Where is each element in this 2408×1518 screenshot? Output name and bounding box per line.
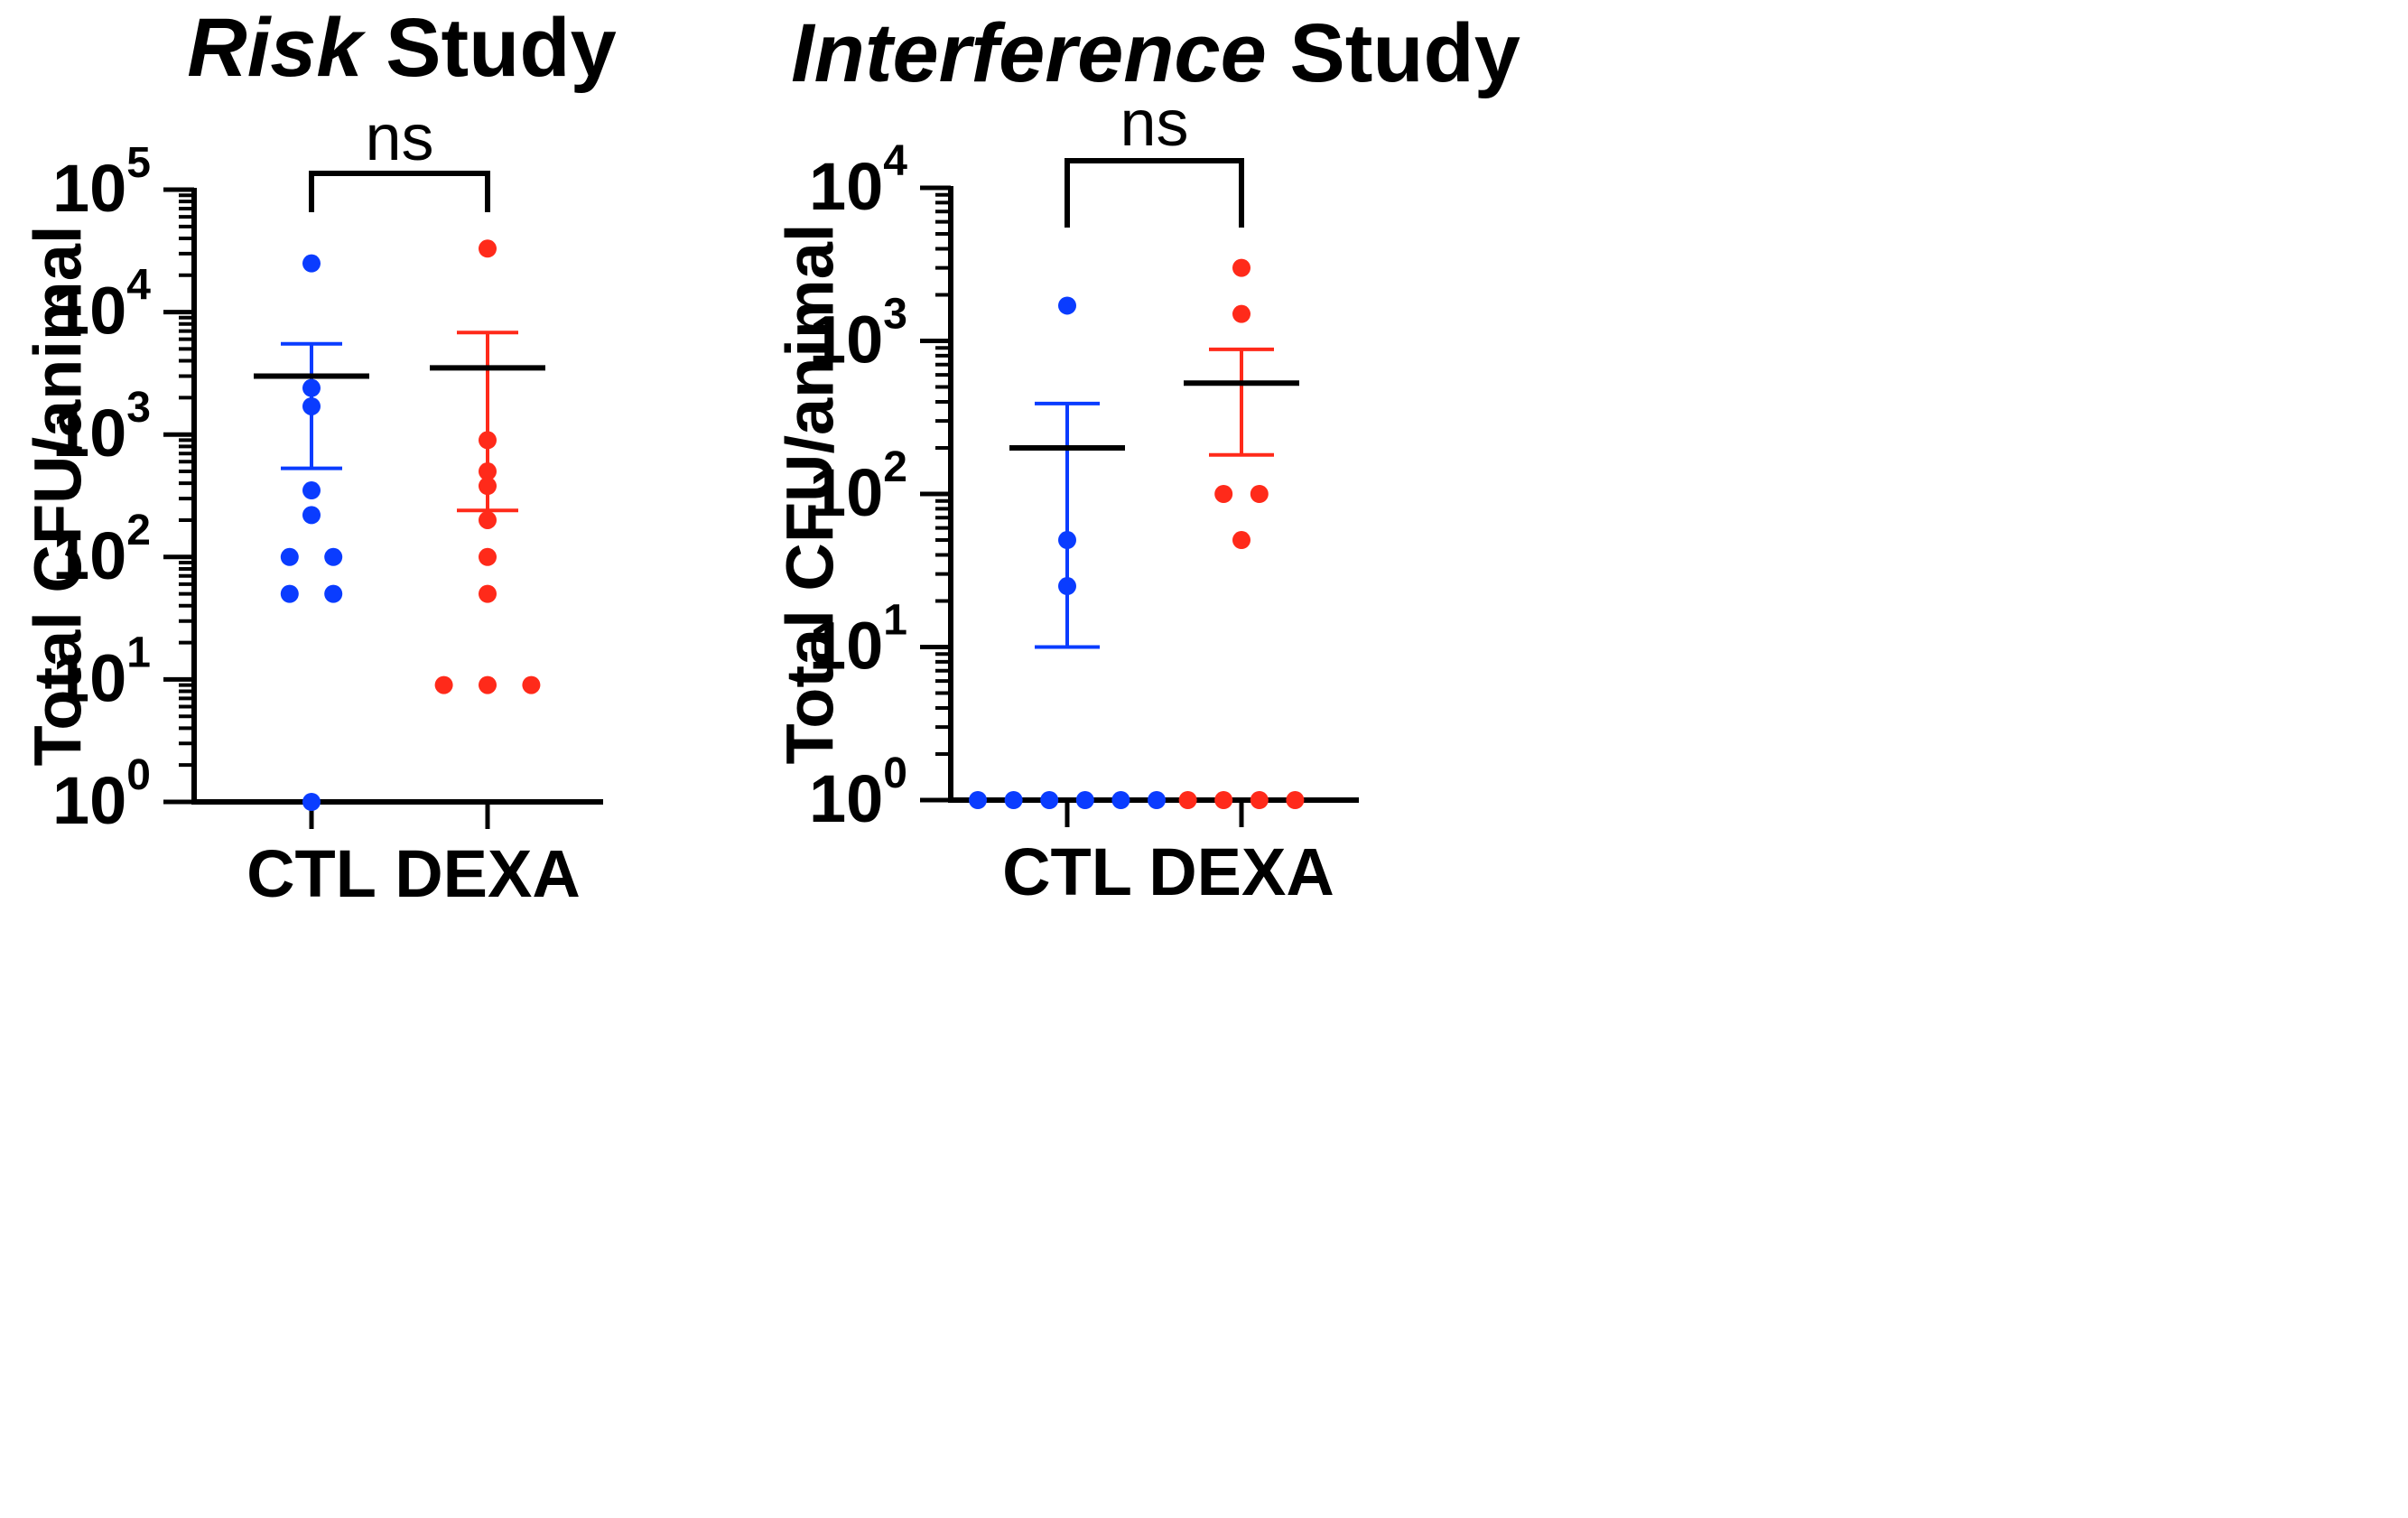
y-tick-label: 102: [52, 507, 151, 593]
y-tick-label-base: 10: [52, 151, 126, 226]
data-point: [302, 793, 321, 811]
data-point: [1058, 531, 1076, 550]
data-point: [479, 510, 497, 529]
x-category-label: DEXA: [395, 836, 581, 911]
data-point: [302, 378, 321, 397]
significance-label: ns: [1120, 88, 1188, 160]
y-tick-label-base: 10: [809, 761, 883, 836]
y-tick-label-base: 10: [52, 763, 126, 838]
significance-label: ns: [365, 102, 433, 174]
data-point: [324, 547, 343, 566]
y-tick-label: 101: [52, 629, 151, 715]
data-point: [280, 584, 299, 603]
data-point: [1058, 296, 1076, 315]
chart-title-italic: Risk: [187, 2, 366, 94]
data-point: [479, 584, 497, 603]
y-tick-label: 102: [809, 443, 907, 530]
y-tick-label: 103: [809, 291, 907, 377]
y-tick-label-exponent: 4: [126, 262, 151, 310]
data-point: [1214, 791, 1233, 809]
y-axis-label: Total CFU/animal: [21, 226, 96, 767]
data-point: [479, 477, 497, 496]
data-point: [1250, 791, 1269, 809]
y-tick-label-base: 10: [52, 640, 126, 715]
chart-title-rest: Study: [1267, 7, 1520, 99]
data-point: [302, 254, 321, 273]
y-tick-label-base: 10: [52, 274, 126, 349]
x-category-label: DEXA: [1148, 834, 1334, 909]
data-point: [280, 547, 299, 566]
data-point: [479, 431, 497, 450]
data-point: [969, 791, 987, 809]
data-point: [434, 675, 453, 694]
y-tick-label-base: 10: [809, 149, 883, 224]
y-tick-label-exponent: 1: [126, 629, 151, 676]
y-tick-label-base: 10: [52, 396, 126, 470]
data-point: [1250, 485, 1269, 503]
data-point: [302, 481, 321, 500]
data-point: [1232, 258, 1250, 277]
data-point: [1040, 791, 1059, 809]
data-point: [1058, 577, 1076, 596]
y-tick-label-base: 10: [809, 303, 883, 377]
y-tick-label: 100: [809, 750, 907, 836]
x-category-label: CTL: [1002, 834, 1132, 909]
chart-title: Risk Study: [187, 2, 616, 94]
y-tick-label-exponent: 0: [883, 750, 907, 797]
data-point: [1148, 791, 1166, 809]
y-tick-label-exponent: 3: [883, 291, 907, 339]
chart-title: Interference Study: [791, 7, 1520, 99]
y-tick-label: 104: [809, 137, 907, 224]
data-point: [1111, 791, 1130, 809]
y-tick-label-exponent: 5: [126, 139, 151, 187]
y-tick-label-exponent: 2: [126, 507, 151, 554]
chart-title-rest: Study: [363, 2, 617, 94]
data-point: [1075, 791, 1094, 809]
data-point: [522, 675, 541, 694]
y-tick-label-base: 10: [809, 609, 883, 684]
data-point: [479, 675, 497, 694]
significance-bracket: [1065, 158, 1244, 228]
data-point: [479, 239, 497, 258]
y-tick-label-exponent: 1: [883, 597, 907, 645]
data-point: [1286, 791, 1305, 809]
x-category-label: CTL: [246, 836, 377, 911]
y-tick-label-exponent: 3: [126, 384, 151, 432]
y-tick-label: 101: [809, 597, 907, 684]
y-tick-label-exponent: 2: [883, 443, 907, 491]
data-point: [302, 396, 321, 415]
significance-bracket: [309, 171, 490, 212]
y-tick-label-base: 10: [52, 518, 126, 593]
data-point: [479, 462, 497, 481]
data-point: [1178, 791, 1197, 809]
data-point: [1004, 791, 1023, 809]
y-tick-label: 100: [52, 751, 151, 838]
data-point: [302, 506, 321, 525]
y-tick-label-base: 10: [809, 455, 883, 530]
data-point: [1232, 304, 1250, 323]
data-point: [1232, 531, 1250, 550]
data-point: [324, 584, 343, 603]
y-tick-label: 104: [52, 262, 151, 349]
chart-title-italic: Interference: [791, 7, 1267, 99]
y-tick-label: 103: [52, 384, 151, 470]
y-tick-label-exponent: 0: [126, 751, 151, 799]
y-tick-label: 105: [52, 139, 151, 226]
y-tick-label-exponent: 4: [883, 137, 907, 185]
data-point: [479, 547, 497, 566]
y-axis-label: Total CFU/animal: [773, 224, 848, 765]
data-point: [1214, 485, 1233, 503]
